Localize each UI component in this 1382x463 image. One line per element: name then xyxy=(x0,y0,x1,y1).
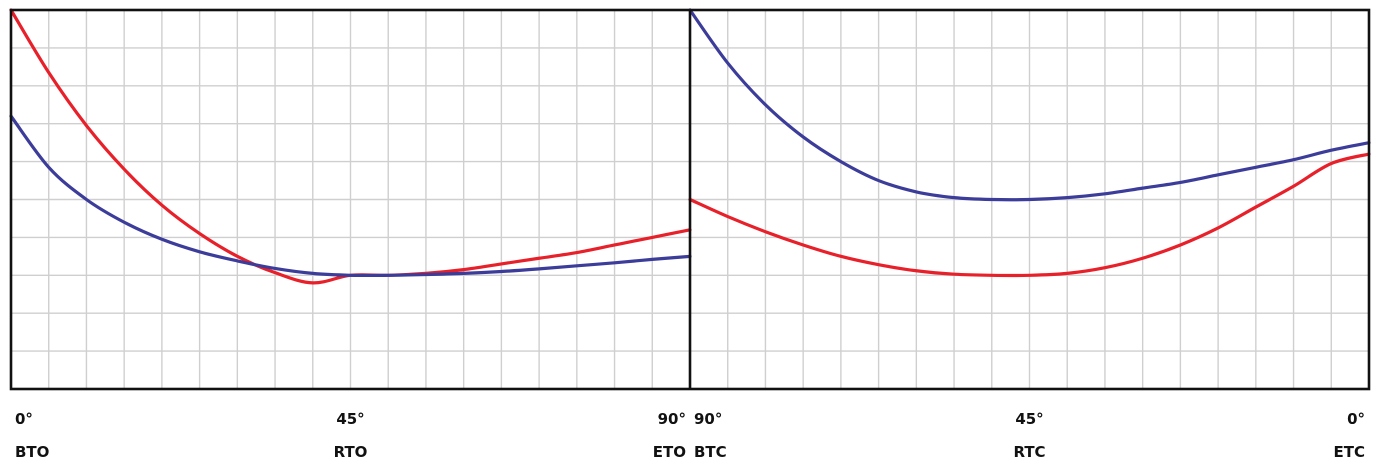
tick-label-angle: 90° xyxy=(658,410,686,428)
tick-labels: 0° BTO 45° RTO 90° ETO 90° BTC 45° RTC 0° ETC xyxy=(15,410,1365,461)
series-line-opening xyxy=(9,114,692,278)
plot-frame xyxy=(9,8,1371,391)
tick-label-position: BTC xyxy=(694,443,727,461)
tick-label-angle: 45° xyxy=(336,410,364,428)
tick-label-position: RTC xyxy=(1013,443,1045,461)
series-line-closing xyxy=(688,152,1371,278)
tick-label-angle: 0° xyxy=(15,410,33,428)
series-lines xyxy=(9,8,1371,285)
tick-label-position: RTO xyxy=(334,443,368,461)
tick-label-angle: 90° xyxy=(694,410,722,428)
series-line-closing xyxy=(688,8,1371,202)
tick-label-position: ETO xyxy=(653,443,686,461)
tick-label-position: BTO xyxy=(15,443,49,461)
tick-label-angle: 0° xyxy=(1347,410,1365,428)
tick-label-position: ETC xyxy=(1334,443,1366,461)
grid-lines xyxy=(11,10,1369,389)
tick-label-angle: 45° xyxy=(1015,410,1043,428)
